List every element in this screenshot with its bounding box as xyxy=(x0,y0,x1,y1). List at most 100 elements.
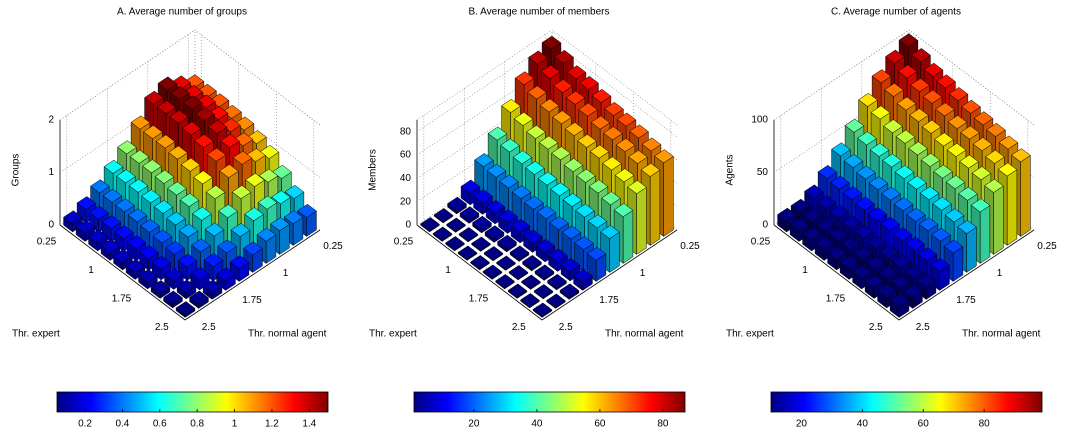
bar-top xyxy=(839,255,860,270)
bar-top xyxy=(628,149,648,164)
bar-top xyxy=(893,197,914,212)
bar-top xyxy=(76,196,97,211)
z-tick-label: 0 xyxy=(405,220,411,231)
bar-top xyxy=(245,172,265,187)
bar-top xyxy=(777,207,797,222)
bar-top xyxy=(586,246,607,261)
bar-top xyxy=(191,238,211,253)
bar-top xyxy=(482,264,503,279)
x-tick-label: 1 xyxy=(445,265,451,276)
bar-top xyxy=(170,85,190,101)
bar-top xyxy=(804,184,824,199)
bar-top xyxy=(629,124,649,139)
bar-top xyxy=(144,90,164,105)
bar-top xyxy=(603,126,623,141)
bar-top xyxy=(114,225,134,240)
bar-top xyxy=(844,118,865,133)
bar-top xyxy=(528,50,548,65)
bar xyxy=(151,255,172,281)
bar xyxy=(852,264,872,290)
bar-top xyxy=(164,267,184,282)
bar-top xyxy=(216,267,236,282)
bar xyxy=(497,234,517,253)
bar-top xyxy=(961,99,981,114)
bar-top xyxy=(548,248,568,263)
bar-top xyxy=(116,169,136,184)
bar-top xyxy=(473,189,493,204)
bar-top xyxy=(537,171,558,186)
bar-top xyxy=(232,150,253,165)
colorbar-tick-label: 60 xyxy=(594,419,606,430)
y-tick-label: 1.75 xyxy=(242,295,262,306)
x-axis-label: Thr. expert xyxy=(726,329,774,340)
bar xyxy=(879,244,899,272)
bar-top xyxy=(892,227,913,242)
bar-top xyxy=(959,154,979,169)
bar-top xyxy=(591,88,612,103)
bar-face xyxy=(622,209,634,264)
bar-top xyxy=(590,115,611,130)
bar-top xyxy=(843,153,864,168)
bar-top xyxy=(827,245,847,260)
bar-top xyxy=(577,133,597,148)
bar-top xyxy=(575,203,595,218)
bar-top xyxy=(486,163,507,178)
bar-top xyxy=(641,137,662,152)
bar-top xyxy=(447,196,467,211)
bar-top xyxy=(539,98,560,113)
bar-top xyxy=(520,293,540,308)
bar-top xyxy=(881,186,901,201)
bar-top xyxy=(842,186,863,201)
bar-top xyxy=(175,301,196,316)
y-tick-label: 1 xyxy=(997,268,1003,279)
bar xyxy=(546,293,566,309)
colorbar-tick-label: 20 xyxy=(796,419,808,430)
bar xyxy=(243,241,263,273)
bar-top xyxy=(856,165,876,180)
bar-top xyxy=(180,157,201,172)
bar xyxy=(520,293,540,309)
z-tick-label: 1 xyxy=(48,167,54,178)
bar-top xyxy=(205,185,226,200)
x-tick-label: 0.25 xyxy=(37,236,57,247)
bar-top xyxy=(930,257,950,272)
colorbar xyxy=(413,391,686,413)
colorbar-tick-label: 0.4 xyxy=(115,419,129,430)
bar-top xyxy=(561,225,582,240)
bar-top xyxy=(909,108,929,123)
bar-top xyxy=(877,283,897,298)
bar-top xyxy=(615,138,636,153)
bar-top xyxy=(870,105,891,120)
z-tick-label: 50 xyxy=(757,167,769,178)
bar-face xyxy=(649,169,661,246)
bar-top xyxy=(129,149,150,164)
bar-top xyxy=(919,186,940,201)
bar-top xyxy=(156,100,177,115)
bar xyxy=(113,248,133,271)
bar-top xyxy=(868,176,889,191)
bar-top xyxy=(508,265,529,280)
bar-top xyxy=(616,112,637,127)
bar-top xyxy=(947,114,968,130)
bar-top xyxy=(270,217,290,232)
bar-top xyxy=(150,280,171,295)
x-tick-label: 2.5 xyxy=(869,322,883,333)
y-tick-label: 0.25 xyxy=(323,241,343,252)
bar-top xyxy=(511,185,532,200)
bar xyxy=(532,302,553,318)
x-axis-label: Thr. expert xyxy=(12,329,60,340)
bar xyxy=(150,280,171,299)
bar-top xyxy=(997,162,1018,177)
bar xyxy=(75,219,96,242)
bar-top xyxy=(487,126,508,141)
bar-top xyxy=(90,179,110,194)
bar-top xyxy=(890,274,911,289)
bar xyxy=(473,189,493,215)
y-tick-label: 2.5 xyxy=(559,322,573,333)
x-tick-label: 0.25 xyxy=(394,236,414,247)
bar-top xyxy=(613,203,634,218)
bar-top xyxy=(829,204,849,219)
bar-top xyxy=(472,215,492,230)
axis-box xyxy=(59,224,321,321)
y-tick-label: 1.75 xyxy=(956,295,976,306)
